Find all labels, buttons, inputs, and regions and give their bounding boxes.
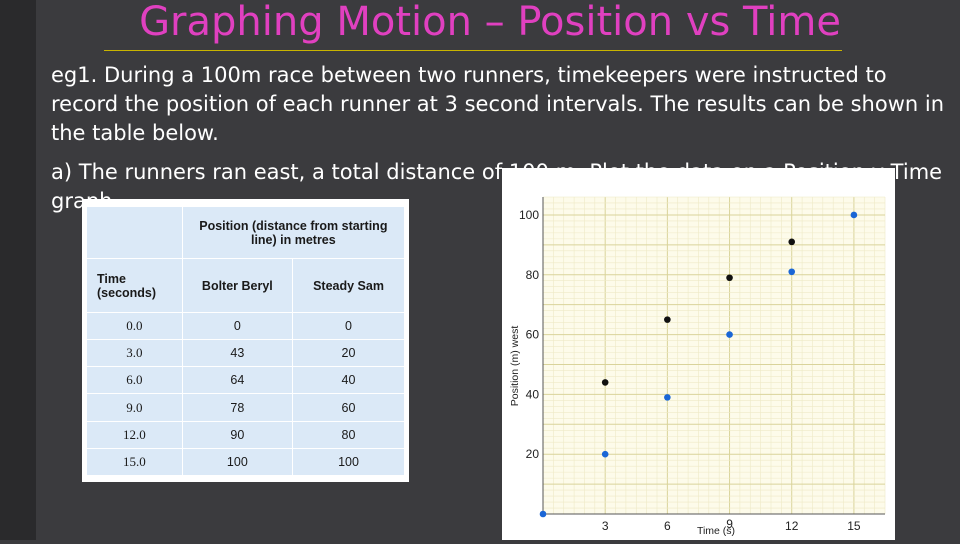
table-cell-time: 3.0 [86,339,183,368]
table-cell-steady-sam: 60 [292,393,405,422]
table-row: 12.0 90 80 [86,420,405,449]
table-row: 0.0 0 0 [86,311,405,341]
y-tick-label: 40 [526,387,540,401]
chart-axes: 3 6 9 12 15 20 40 60 80 100 [519,197,885,533]
data-point-series-blue [664,394,671,401]
y-tick-label: 60 [526,328,540,342]
table-cell-steady-sam: 20 [292,339,405,368]
table-group-header: Position (distance from starting line) i… [181,206,406,259]
data-point-series-black [664,316,671,323]
y-tick-label: 100 [519,208,539,222]
y-tick-label: 20 [526,447,540,461]
slide-title: Graphing Motion – Position vs Time [139,0,841,45]
data-point-series-blue [788,268,796,276]
table-cell-bolter-beryl: 90 [181,420,294,449]
table-cell-time: 9.0 [86,393,183,422]
table-header-bolter-beryl: Bolter Beryl [181,258,294,313]
table-cell-steady-sam: 0 [292,311,405,341]
position-time-chart-panel: 3 6 9 12 15 20 40 60 80 100 Position (m) west Tim… [502,168,895,540]
table-cell-bolter-beryl: 78 [181,393,294,422]
plot-background [543,197,885,514]
x-tick-label: 3 [602,519,609,533]
y-axis-label: Position (m) west [509,326,521,407]
title-underline [104,50,842,51]
table-cell-bolter-beryl: 43 [181,339,294,368]
table-cell-bolter-beryl: 0 [181,311,294,341]
table-header-time: Time (seconds) [86,258,183,313]
table-cell-time: 6.0 [86,366,183,395]
x-tick-label: 6 [664,519,671,533]
table-header-steady-sam: Steady Sam [292,258,405,313]
position-time-chart: 3 6 9 12 15 20 40 60 80 100 Position (m) west Tim… [509,196,886,537]
data-point-series-blue [539,510,547,518]
x-tick-label: 9 [726,517,733,531]
table-row: 15.0 100 100 [86,447,405,477]
table-row: 3.0 43 20 [86,339,405,368]
data-point-series-blue [726,331,733,338]
table-row: 6.0 64 40 [86,366,405,395]
chart-points [539,211,858,518]
table-corner-cell [86,206,183,259]
x-tick-label: 15 [847,519,861,533]
table-row: 9.0 78 60 [86,393,405,422]
table-cell-time: 0.0 [86,311,183,341]
results-table: Position (distance from starting line) i… [86,206,406,477]
slide-left-strip [0,0,36,540]
data-point-series-black [788,238,796,246]
intro-paragraph: eg1. During a 100m race between two runn… [51,63,945,145]
data-point-series-blue [850,211,858,219]
table-cell-time: 15.0 [86,447,183,477]
x-tick-label: 12 [785,519,799,533]
table-cell-steady-sam: 100 [292,447,405,477]
table-cell-steady-sam: 40 [292,366,405,395]
table-cell-time: 12.0 [86,420,183,449]
data-point-series-blue [601,450,609,458]
x-axis-label: Time (s) [697,525,735,537]
results-table-panel: Position (distance from starting line) i… [82,199,409,482]
table-cell-steady-sam: 80 [292,420,405,449]
chart-grid [542,196,886,515]
y-tick-label: 80 [526,268,540,282]
table-cell-bolter-beryl: 100 [181,447,294,477]
data-point-series-black [726,274,733,282]
table-cell-bolter-beryl: 64 [181,366,294,395]
data-point-series-black [601,379,609,386]
